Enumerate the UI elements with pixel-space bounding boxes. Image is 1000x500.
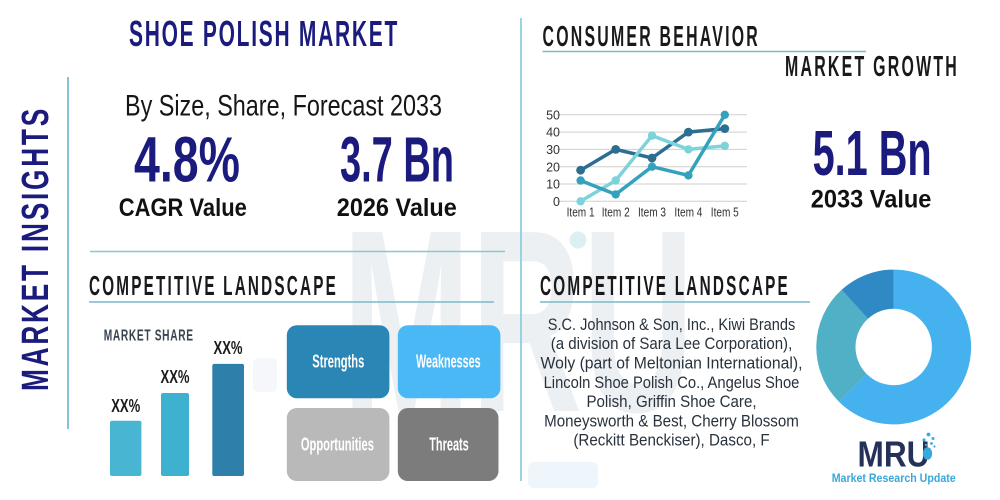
- svg-text:10: 10: [546, 178, 560, 192]
- svg-text:Item 2: Item 2: [602, 206, 630, 220]
- svg-text:Woly (part of Meltonian Intern: Woly (part of Meltonian International),: [541, 354, 803, 373]
- svg-text:Item 3: Item 3: [638, 206, 666, 220]
- svg-text:S.C. Johnson & Son, Inc., Kiwi: S.C. Johnson & Son, Inc., Kiwi Brands: [548, 315, 796, 334]
- svg-text:4.8%: 4.8%: [134, 124, 240, 196]
- svg-text:Strengths: Strengths: [312, 352, 364, 372]
- svg-text:Item 1: Item 1: [567, 206, 595, 220]
- svg-text:MARKET GROWTH: MARKET GROWTH: [785, 50, 959, 82]
- svg-text:XX%: XX%: [161, 367, 190, 387]
- svg-text:Moneysworth & Best, Cherry Blo: Moneysworth & Best, Cherry Blossom: [544, 411, 799, 430]
- svg-text:XX%: XX%: [214, 338, 243, 358]
- svg-text:MRU: MRU: [858, 435, 930, 475]
- svg-text:Item 4: Item 4: [674, 206, 702, 220]
- svg-text:30: 30: [546, 143, 560, 157]
- svg-text:50: 50: [546, 108, 560, 122]
- svg-text:XX%: XX%: [111, 396, 140, 416]
- svg-text:20: 20: [546, 160, 560, 174]
- svg-text:By Size, Share, Forecast 2033: By Size, Share, Forecast 2033: [125, 89, 442, 122]
- svg-text:CAGR Value: CAGR Value: [119, 195, 247, 222]
- svg-text:(a division of Sara Lee Corpor: (a division of Sara Lee Corporation),: [551, 334, 793, 353]
- svg-text:COMPETITIVE LANDSCAPE: COMPETITIVE LANDSCAPE: [540, 270, 790, 301]
- svg-text:Lincoln Shoe Polish Co., Angel: Lincoln Shoe Polish Co., Angelus Shoe: [544, 373, 800, 392]
- svg-text:Item 5: Item 5: [711, 206, 739, 220]
- svg-text:Opportunities: Opportunities: [301, 435, 374, 455]
- svg-text:SHOE POLISH MARKET: SHOE POLISH MARKET: [129, 13, 399, 54]
- svg-text:Market Research Update: Market Research Update: [832, 471, 956, 485]
- svg-text:MARKET INSIGHTS: MARKET INSIGHTS: [15, 106, 57, 391]
- svg-text:Weaknesses: Weaknesses: [416, 352, 481, 372]
- svg-text:Polish, Griffin Shoe Care,: Polish, Griffin Shoe Care,: [586, 392, 756, 411]
- svg-text:COMPETITIVE LANDSCAPE: COMPETITIVE LANDSCAPE: [89, 270, 338, 301]
- svg-text:2033 Value: 2033 Value: [811, 186, 932, 213]
- svg-text:40: 40: [546, 126, 560, 140]
- svg-text:5.1 Bn: 5.1 Bn: [813, 117, 932, 189]
- svg-text:0: 0: [553, 195, 560, 209]
- svg-text:(Reckitt Benckiser), Dasco, F: (Reckitt Benckiser), Dasco, F: [573, 431, 769, 450]
- svg-text:MARKET SHARE: MARKET SHARE: [104, 328, 194, 345]
- svg-text:CONSUMER BEHAVIOR: CONSUMER BEHAVIOR: [543, 20, 761, 52]
- svg-text:3.7 Bn: 3.7 Bn: [340, 124, 454, 196]
- svg-text:2026 Value: 2026 Value: [337, 195, 457, 222]
- svg-text:Threats: Threats: [429, 435, 469, 455]
